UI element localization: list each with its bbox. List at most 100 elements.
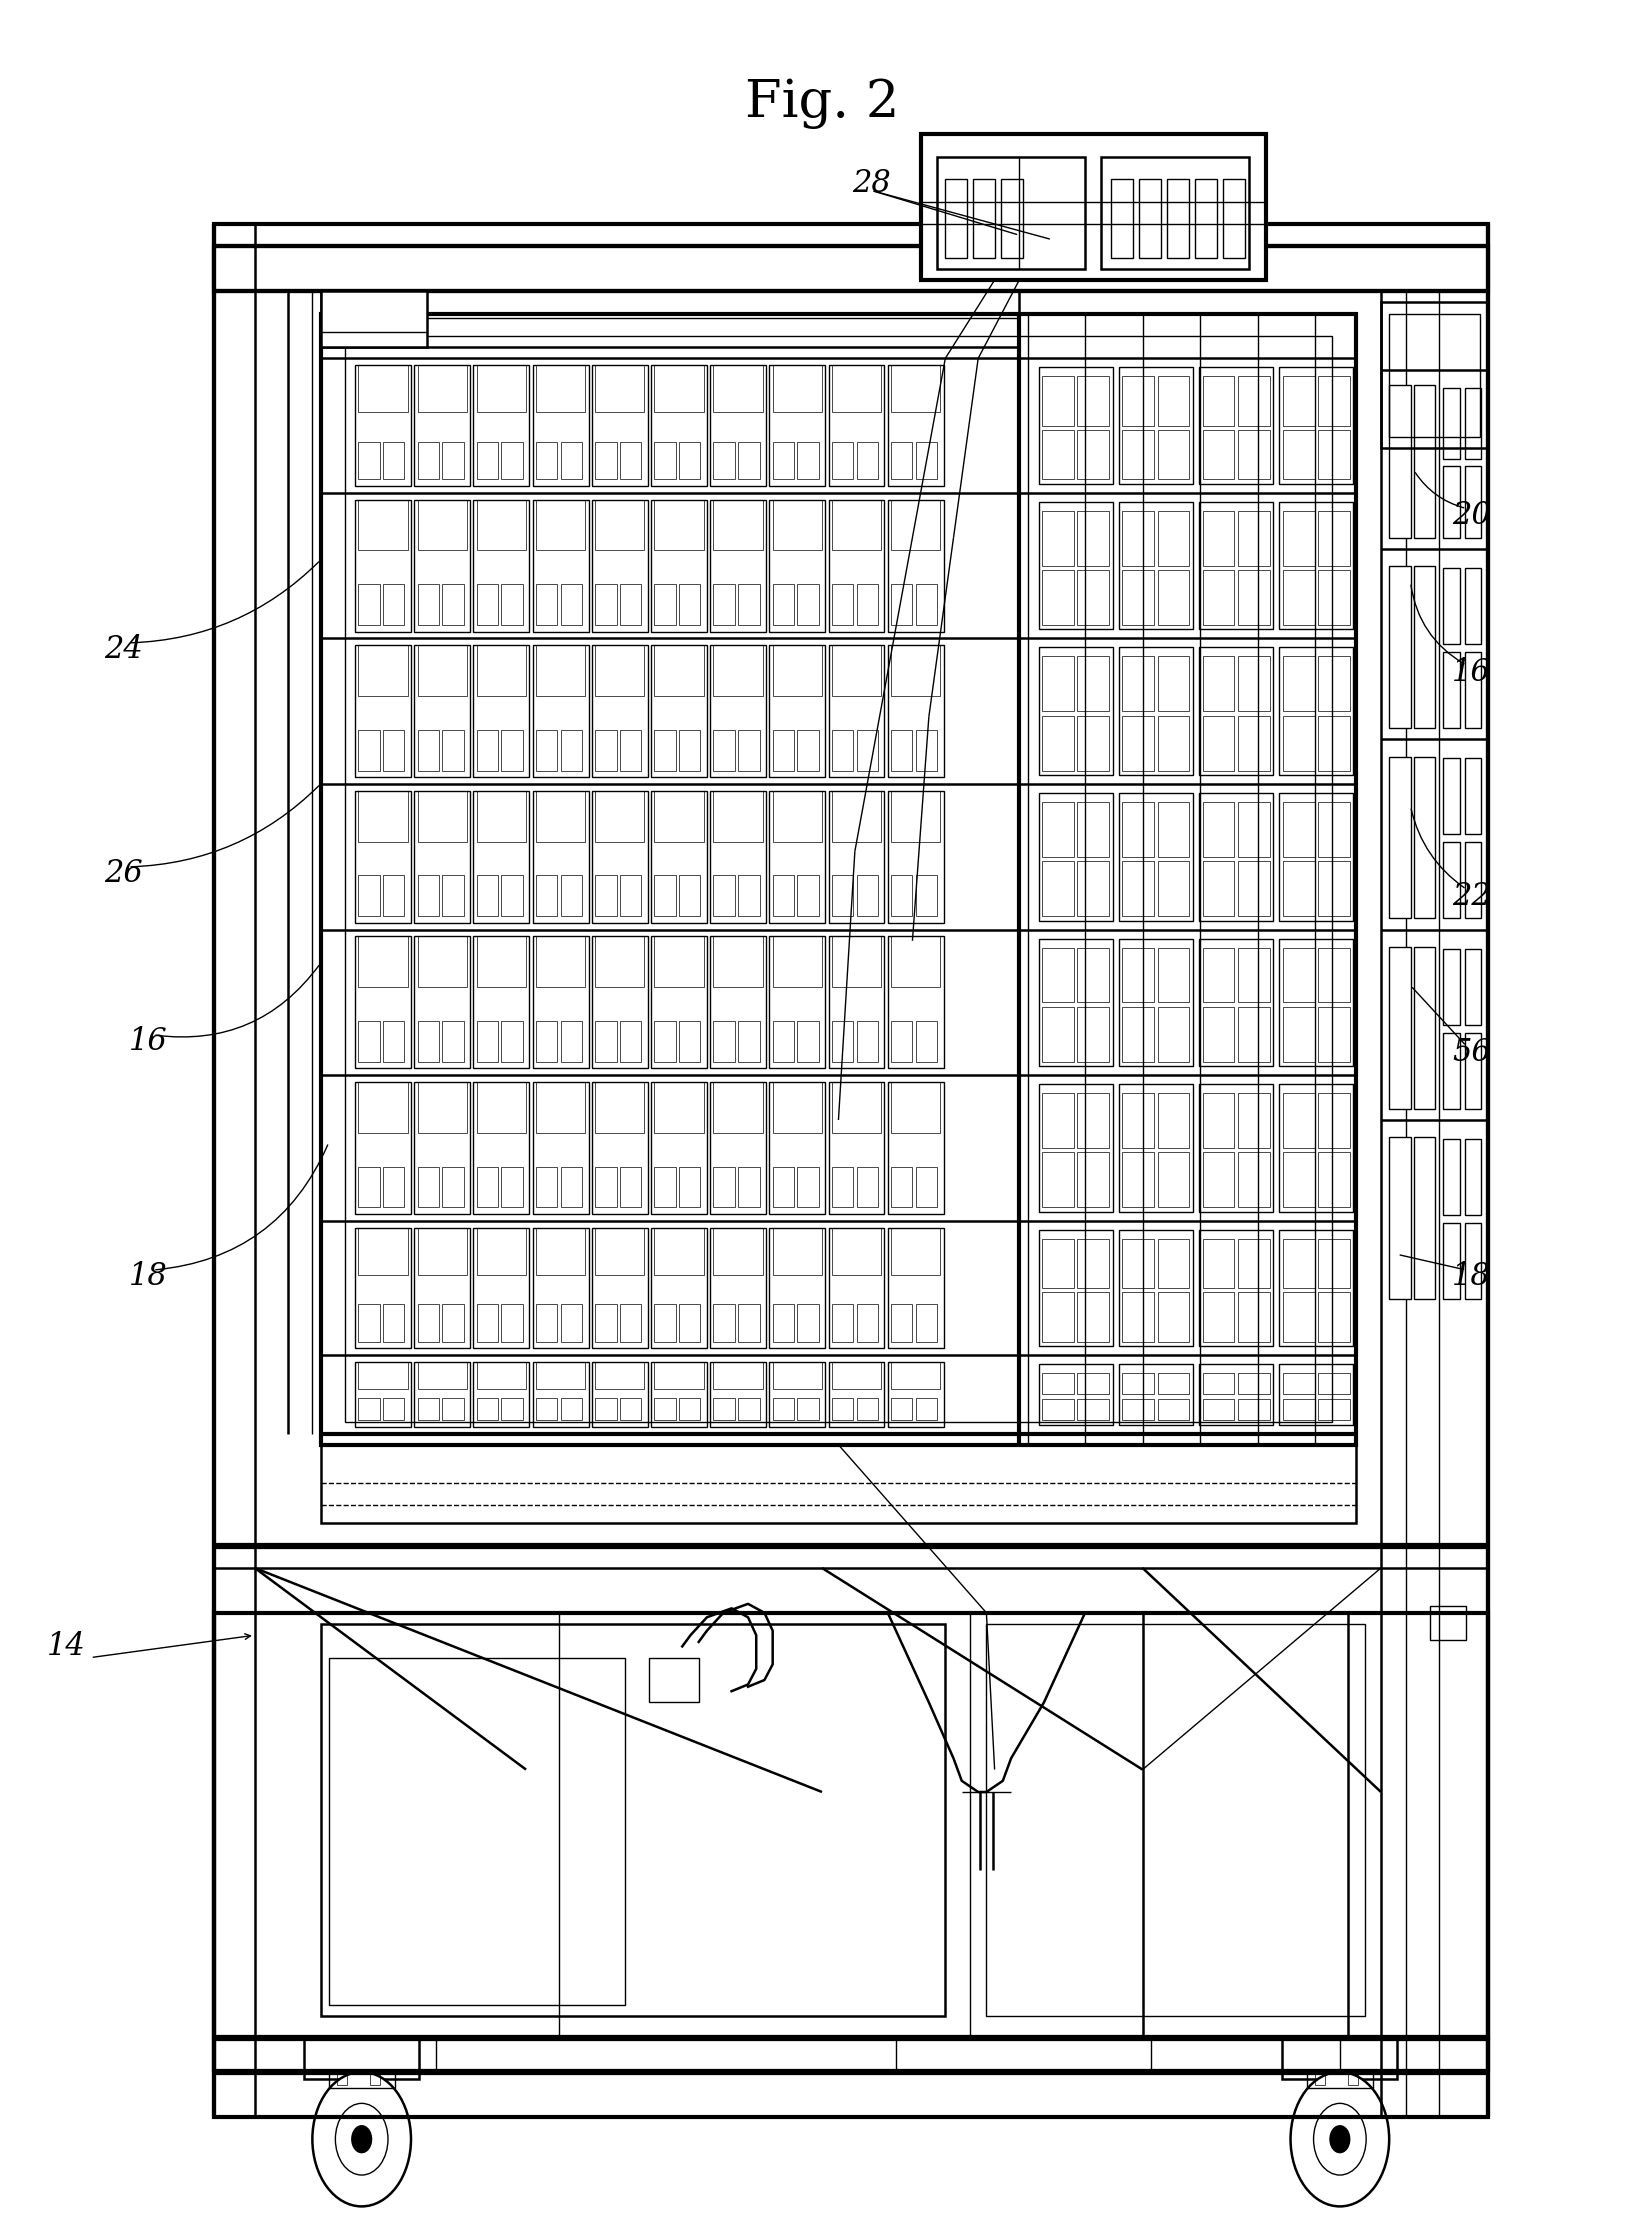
Bar — [533, 1362, 589, 1427]
Bar — [710, 645, 766, 777]
Bar — [592, 500, 648, 632]
Bar — [1238, 430, 1269, 479]
Bar — [1465, 652, 1481, 728]
Bar — [937, 157, 1085, 269]
Bar — [832, 791, 881, 842]
Bar — [1042, 656, 1074, 712]
Bar — [1077, 430, 1110, 479]
Bar — [1465, 842, 1481, 918]
Bar — [536, 645, 585, 697]
Bar — [1318, 1008, 1350, 1062]
Bar — [414, 936, 470, 1068]
Bar — [1039, 939, 1113, 1066]
Bar — [358, 441, 380, 479]
Bar — [1042, 430, 1074, 479]
Bar — [713, 936, 763, 988]
Bar — [477, 1304, 498, 1342]
Bar — [1238, 1373, 1269, 1393]
Bar — [1123, 1239, 1154, 1288]
Bar — [418, 1082, 467, 1133]
Bar — [477, 500, 526, 551]
Bar — [561, 730, 582, 771]
Bar — [713, 876, 735, 916]
Bar — [773, 365, 822, 412]
Bar — [383, 585, 404, 625]
Bar — [1279, 647, 1353, 775]
Bar — [1282, 1008, 1315, 1062]
Bar — [773, 441, 794, 479]
Bar — [654, 1398, 676, 1420]
Bar — [1123, 1151, 1154, 1207]
Bar — [651, 936, 707, 1068]
Bar — [679, 1398, 700, 1420]
Bar — [418, 1304, 439, 1342]
Bar — [1318, 717, 1350, 771]
Bar — [679, 441, 700, 479]
Bar — [536, 876, 557, 916]
Bar — [595, 936, 644, 988]
Bar — [654, 1304, 676, 1342]
Bar — [832, 1167, 853, 1207]
Bar — [773, 585, 794, 625]
Bar — [773, 791, 822, 842]
Bar — [1348, 2074, 1358, 2085]
Bar — [857, 1167, 878, 1207]
Bar — [654, 1082, 704, 1133]
Bar — [1238, 571, 1269, 625]
Bar — [1042, 1093, 1074, 1149]
Bar — [418, 1228, 467, 1275]
Bar — [710, 1082, 766, 1214]
Bar — [891, 1362, 940, 1389]
Bar — [536, 1228, 585, 1275]
Bar — [829, 645, 884, 777]
Bar — [1120, 367, 1192, 484]
Bar — [1282, 1398, 1315, 1420]
Bar — [477, 876, 498, 916]
Bar — [1123, 656, 1154, 712]
Bar — [501, 441, 523, 479]
Bar — [1465, 388, 1481, 459]
Bar — [383, 441, 404, 479]
Bar — [501, 730, 523, 771]
Bar — [1238, 511, 1269, 567]
Bar — [1123, 1093, 1154, 1149]
Bar — [358, 1082, 408, 1133]
Bar — [1203, 948, 1235, 1004]
Bar — [888, 365, 944, 486]
Bar — [358, 645, 408, 697]
Bar — [1123, 1398, 1154, 1420]
Bar — [832, 645, 881, 697]
Bar — [651, 500, 707, 632]
Bar — [1389, 948, 1411, 1109]
Bar — [1157, 1093, 1190, 1149]
Bar — [1039, 647, 1113, 775]
Bar — [1042, 511, 1074, 567]
Bar — [829, 500, 884, 632]
Bar — [1203, 511, 1235, 567]
Text: 26: 26 — [104, 858, 143, 889]
Bar — [829, 1228, 884, 1348]
Bar — [916, 730, 937, 771]
Bar — [649, 1658, 699, 1702]
Bar — [1120, 939, 1192, 1066]
Bar — [1042, 862, 1074, 916]
Bar — [214, 246, 1488, 291]
Bar — [592, 936, 648, 1068]
Bar — [442, 585, 464, 625]
Bar — [1120, 793, 1192, 921]
Bar — [1238, 1398, 1269, 1420]
Bar — [1443, 759, 1460, 836]
Bar — [832, 730, 853, 771]
Bar — [891, 1167, 912, 1207]
Bar — [888, 1082, 944, 1214]
Bar — [710, 791, 766, 923]
Bar — [1203, 1151, 1235, 1207]
Bar — [1443, 388, 1460, 459]
Bar — [383, 1021, 404, 1062]
Bar — [1157, 1292, 1190, 1342]
Bar — [1039, 502, 1113, 629]
Bar — [1123, 511, 1154, 567]
Bar — [832, 1304, 853, 1342]
Bar — [916, 876, 937, 916]
Bar — [477, 1021, 498, 1062]
